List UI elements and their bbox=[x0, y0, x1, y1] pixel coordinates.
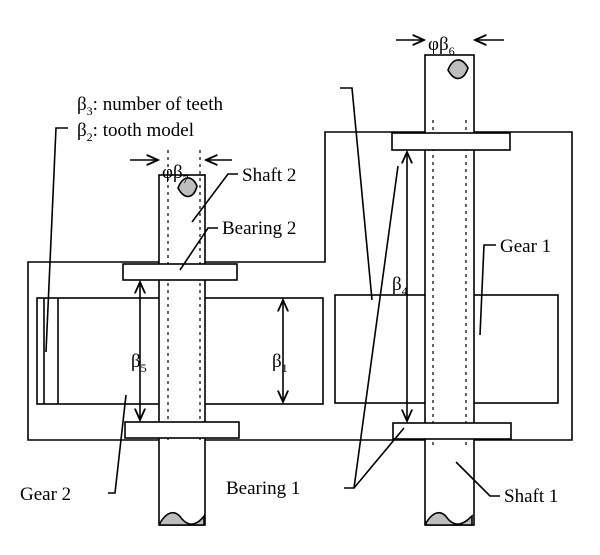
housing-outline bbox=[27, 131, 573, 441]
bearing-1-bottom bbox=[392, 422, 512, 440]
teeth-leader bbox=[340, 87, 373, 301]
shaft-2-break-bottom bbox=[159, 511, 205, 526]
shaft-1-break-bottom bbox=[425, 511, 473, 526]
shaft-2-leader bbox=[191, 173, 238, 223]
gear-1-label: Gear 1 bbox=[500, 236, 551, 257]
beta-5-label: β5 bbox=[131, 351, 147, 375]
bearing-1-top bbox=[391, 132, 511, 151]
bearing-2-top bbox=[122, 263, 238, 281]
shaft-1-leader bbox=[455, 461, 500, 497]
beta-4-label: β4 bbox=[392, 274, 408, 298]
bearing-1-label: Bearing 1 bbox=[226, 478, 300, 499]
beta-1-label: β1 bbox=[272, 351, 288, 375]
beta-7-label: φβ7 bbox=[162, 162, 189, 186]
beta-6-label: φβ6 bbox=[428, 34, 455, 58]
gear-1-leader bbox=[479, 244, 496, 336]
bearing-1-leader-b bbox=[353, 427, 405, 489]
shaft-2 bbox=[158, 174, 206, 526]
shaft-1-break-top bbox=[447, 59, 469, 80]
number-of-teeth-label: β3: number of teeth bbox=[77, 94, 223, 118]
tooth-model-label: β2: tooth model bbox=[77, 120, 194, 144]
shaft-1-label: Shaft 1 bbox=[504, 486, 558, 507]
shaft-2-label: Shaft 2 bbox=[242, 165, 296, 186]
bearing-2-leader bbox=[179, 227, 218, 271]
bearing-2-bottom bbox=[124, 421, 240, 439]
bearing-2-label: Bearing 2 bbox=[222, 218, 296, 239]
model-leader bbox=[45, 127, 68, 353]
gear-2-leader bbox=[108, 394, 127, 494]
shaft-2-break-top bbox=[177, 177, 198, 198]
shaft-1 bbox=[424, 54, 475, 526]
gear-2-label: Gear 2 bbox=[20, 484, 71, 505]
